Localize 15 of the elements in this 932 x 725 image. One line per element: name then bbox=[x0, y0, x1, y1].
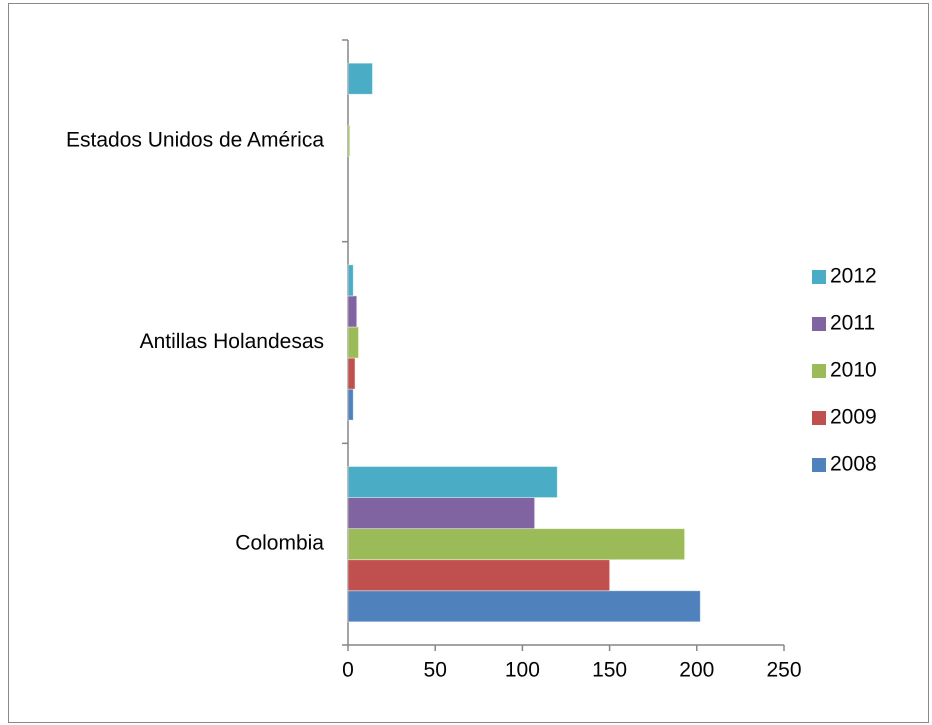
legend-label: 2009 bbox=[830, 406, 877, 429]
x-tick-label: 250 bbox=[766, 658, 802, 682]
y-tick-label: Estados Unidos de América bbox=[66, 128, 324, 152]
x-tick-label: 100 bbox=[504, 658, 540, 682]
legend-label: 2011 bbox=[830, 312, 876, 335]
x-tick-label: 50 bbox=[424, 658, 447, 682]
bar bbox=[348, 62, 373, 95]
x-tick-label: 0 bbox=[342, 658, 354, 682]
y-tick-label: Antillas Holandesas bbox=[140, 330, 324, 354]
x-tick-label: 200 bbox=[679, 658, 714, 682]
y-tick-label: Colombia bbox=[235, 532, 324, 555]
x-tick-label: 150 bbox=[592, 658, 628, 682]
legend-label: 2012 bbox=[830, 264, 877, 288]
legend-label: 2010 bbox=[830, 358, 877, 382]
legend-label: 2008 bbox=[830, 452, 877, 476]
